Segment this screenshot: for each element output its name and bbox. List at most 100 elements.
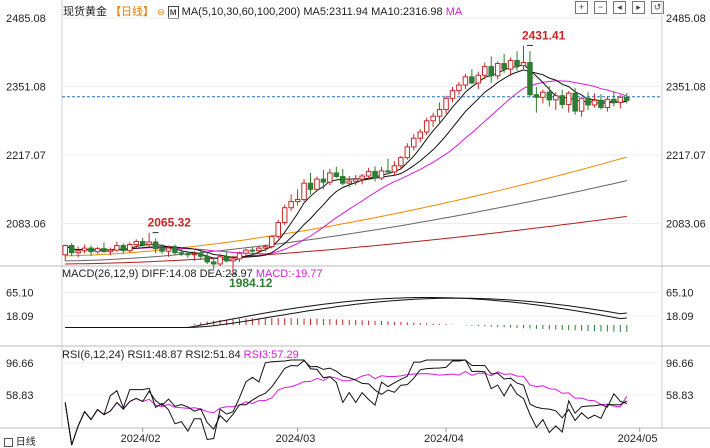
candle [217,253,223,266]
period-label[interactable]: 【日线】 [110,6,155,18]
candle-body [262,246,269,249]
candle [340,168,346,186]
price-tick-label-right: 2485.08 [666,13,706,25]
candle [114,241,120,252]
candle-body [423,120,430,133]
candle-body [488,66,494,77]
candle-body [411,137,417,148]
candle-body [146,241,152,246]
candle-body [340,176,346,184]
rsi1-line [64,359,627,446]
candle-body [565,92,572,105]
candle [352,174,359,186]
candle [456,81,462,95]
candle-body [68,245,75,254]
candle-body [507,59,514,70]
rsi-tick-label-left: 96.66 [6,358,34,370]
candle-body [210,261,217,265]
candle [540,89,546,104]
candle [423,117,430,136]
candle [120,243,127,254]
price-tick-label-left: 2217.07 [6,150,46,162]
candle [385,158,391,174]
candle [249,246,256,253]
candle [314,176,320,192]
candle-body [482,66,488,76]
candle [436,102,443,123]
candle-body [139,240,146,246]
candle [565,91,572,113]
candle [617,94,624,109]
zoom-in-icon[interactable]: + [575,1,588,14]
candle [507,57,514,76]
candle-body [417,131,423,139]
candle [281,204,288,226]
candle-body [391,165,398,173]
candle [152,238,159,254]
rsi3-value: RSI3:57.29 [243,349,299,361]
candle [288,194,294,211]
candle [391,161,398,177]
candle-body [133,240,139,246]
candle-body [449,90,456,99]
candle-body [152,241,159,250]
candle [269,235,275,249]
price-header: 现货黄金 【日线】 ⊖ ᴍ MA(5,10,30,60,100,200) MA5… [63,3,462,19]
candle-body [378,170,385,179]
candle [585,92,591,111]
candle [81,244,88,254]
candle [139,237,146,247]
candle [624,93,630,104]
candle-body [281,207,288,224]
ma-settings-icon[interactable]: ᴍ [167,6,179,19]
candle [398,156,404,169]
candle-body [249,249,256,252]
candle [365,167,372,180]
candle [327,168,333,186]
candle [185,250,191,258]
candle [256,245,262,253]
candle-body [514,59,520,67]
pan-left-icon[interactable]: ◂ [613,1,626,14]
candle [62,244,68,261]
ma10-value: MA10:2316.98 [371,6,443,18]
rsi-tick-label-right: 96.66 [666,358,694,370]
pan-right-icon[interactable]: ▸ [632,1,645,14]
ma5-value: MA5:2311.94 [303,6,368,18]
candle-body [533,94,540,98]
candle [204,252,210,264]
reset-view-icon[interactable]: ↺ [651,1,664,14]
date-tick-label: 2024/03 [276,433,316,445]
candle-body [275,222,281,237]
macd-tick-label-right: 65.10 [666,287,694,299]
macd-dea-line [65,297,627,328]
candle [127,242,133,253]
candle [546,86,553,107]
candle-body [307,182,314,190]
zoom-out-icon[interactable]: − [594,1,607,14]
candle [359,173,365,185]
ma5-line [64,63,627,262]
candle [294,189,301,206]
macd-dea-value: DEA:23.97 [199,268,253,280]
candle-body [585,97,591,106]
candle [346,176,352,188]
candle-body [617,96,624,103]
instrument-name: 现货黄金 [63,6,107,18]
candle [578,97,585,117]
macd-macd-value: MACD:-19.77 [255,268,323,280]
ma-params-label: MA(5,10,30,60,100,200) [181,6,301,18]
ma100-line [65,180,627,262]
ma30-line [64,80,627,255]
candle-body [269,235,275,248]
candle-body [288,201,294,209]
macd-params-label: MACD(26,12,9) [62,268,139,280]
candle [533,87,540,113]
candle-body [223,256,230,262]
candle-body [120,245,127,252]
candle-body [598,99,604,109]
candle-body [540,91,546,98]
ma-tag: MA [445,6,463,18]
candle-body [559,95,565,105]
